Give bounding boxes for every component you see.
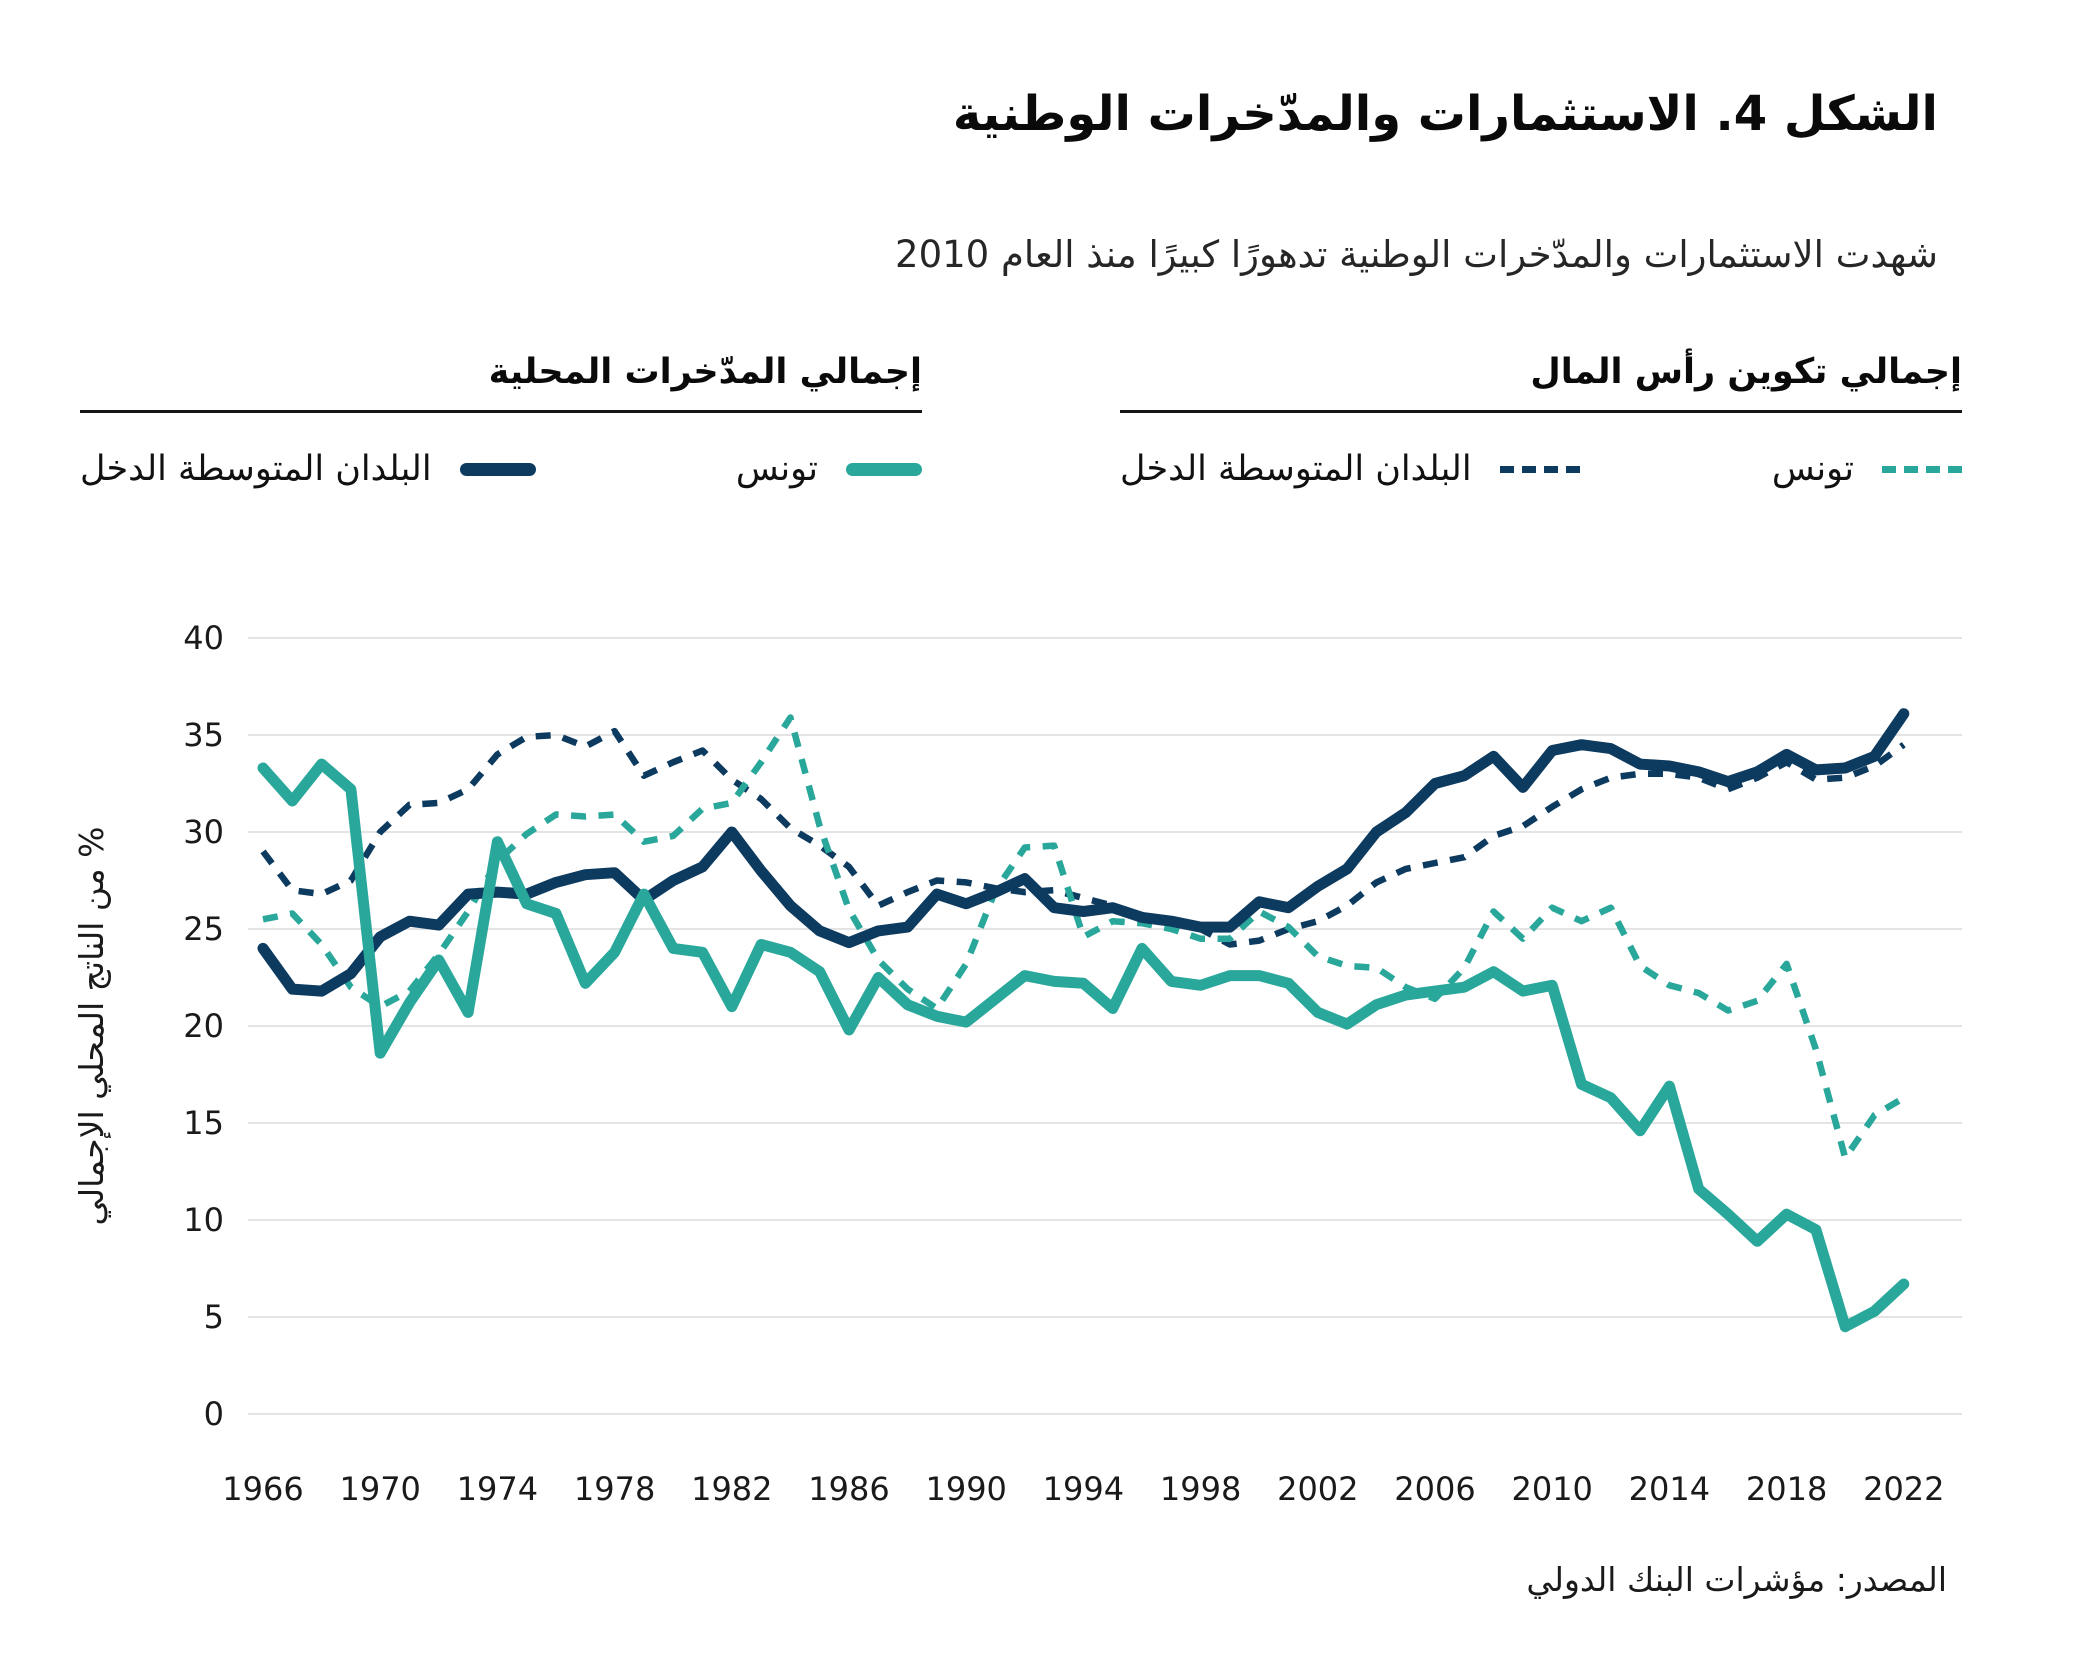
tunisia-dashed-line-swatch (1882, 465, 1962, 473)
legend-group-capital-formation-title: إجمالي تكوين رأس المال (1120, 352, 1962, 413)
x-tick-label-1990: 1990 (925, 1470, 1006, 1508)
legend: إجمالي تكوين رأس المال تونس البلدان المت… (80, 352, 1962, 489)
legend-entry-mic-savings: البلدان المتوسطة الدخل (80, 449, 536, 489)
x-tick-label-2002: 2002 (1277, 1470, 1358, 1508)
series-tunisia-capital-formation (262, 714, 1906, 1162)
tunisia-solid-line-swatch (846, 462, 922, 476)
legend-entry-tunisia-capital-formation: تونس (1772, 449, 1962, 489)
series-tunisia-savings (257, 758, 1910, 1333)
x-tick-label-2014: 2014 (1629, 1470, 1710, 1508)
series-mic-savings (257, 708, 1910, 997)
series-mic-capital-formation (260, 727, 1906, 948)
legend-group-domestic-savings-title: إجمالي المدّخرات المحلية (80, 352, 922, 413)
y-tick-label-0: 0 (204, 1395, 224, 1433)
y-tick-label-30: 30 (183, 813, 224, 851)
figure-subtitle: شهدت الاستثمارات والمدّخرات الوطنية تدهو… (895, 233, 1938, 276)
x-tick-label-2018: 2018 (1746, 1470, 1827, 1508)
legend-entry-mic-capital-formation: البلدان المتوسطة الدخل (1120, 449, 1580, 489)
y-tick-label-35: 35 (183, 716, 224, 754)
legend-entry-label: البلدان المتوسطة الدخل (80, 449, 432, 489)
x-tick-label-2022: 2022 (1863, 1470, 1944, 1508)
x-tick-label-2010: 2010 (1511, 1470, 1592, 1508)
y-tick-label-20: 20 (183, 1007, 224, 1045)
x-tick-label-1966: 1966 (222, 1470, 303, 1508)
figure-title: الشكل 4. الاستثمارات والمدّخرات الوطنية (952, 86, 1938, 143)
x-tick-label-1970: 1970 (339, 1470, 420, 1508)
x-tick-label-1982: 1982 (691, 1470, 772, 1508)
x-tick-label-2006: 2006 (1394, 1470, 1475, 1508)
legend-entry-tunisia-savings: تونس (736, 449, 922, 489)
y-tick-label-15: 15 (183, 1104, 224, 1142)
y-tick-label-25: 25 (183, 910, 224, 948)
legend-entries-domestic-savings: تونس البلدان المتوسطة الدخل (80, 449, 922, 489)
x-tick-label-1974: 1974 (457, 1470, 538, 1508)
x-tick-label-1978: 1978 (574, 1470, 655, 1508)
legend-entry-label: تونس (1771, 449, 1854, 489)
middle-income-dashed-line-swatch (1499, 465, 1580, 473)
x-tick-label-1998: 1998 (1160, 1470, 1241, 1508)
legend-entry-label: تونس (735, 449, 818, 489)
source-note: المصدر: مؤشرات البنك الدولي (1526, 1560, 1947, 1599)
y-tick-label-5: 5 (204, 1298, 224, 1336)
legend-entry-label: البلدان المتوسطة الدخل (1120, 449, 1472, 489)
legend-group-domestic-savings: إجمالي المدّخرات المحلية تونس البلدان ال… (80, 352, 922, 489)
middle-income-solid-line-swatch (459, 462, 536, 476)
y-tick-label-40: 40 (183, 619, 224, 657)
y-tick-label-10: 10 (183, 1201, 224, 1239)
x-tick-label-1986: 1986 (808, 1470, 889, 1508)
y-axis-title: % من الناتج المحلي الإجمالي (72, 827, 111, 1226)
legend-group-capital-formation: إجمالي تكوين رأس المال تونس البلدان المت… (1120, 352, 1962, 489)
x-tick-label-1994: 1994 (1043, 1470, 1124, 1508)
legend-entries-capital-formation: تونس البلدان المتوسطة الدخل (1120, 449, 1962, 489)
